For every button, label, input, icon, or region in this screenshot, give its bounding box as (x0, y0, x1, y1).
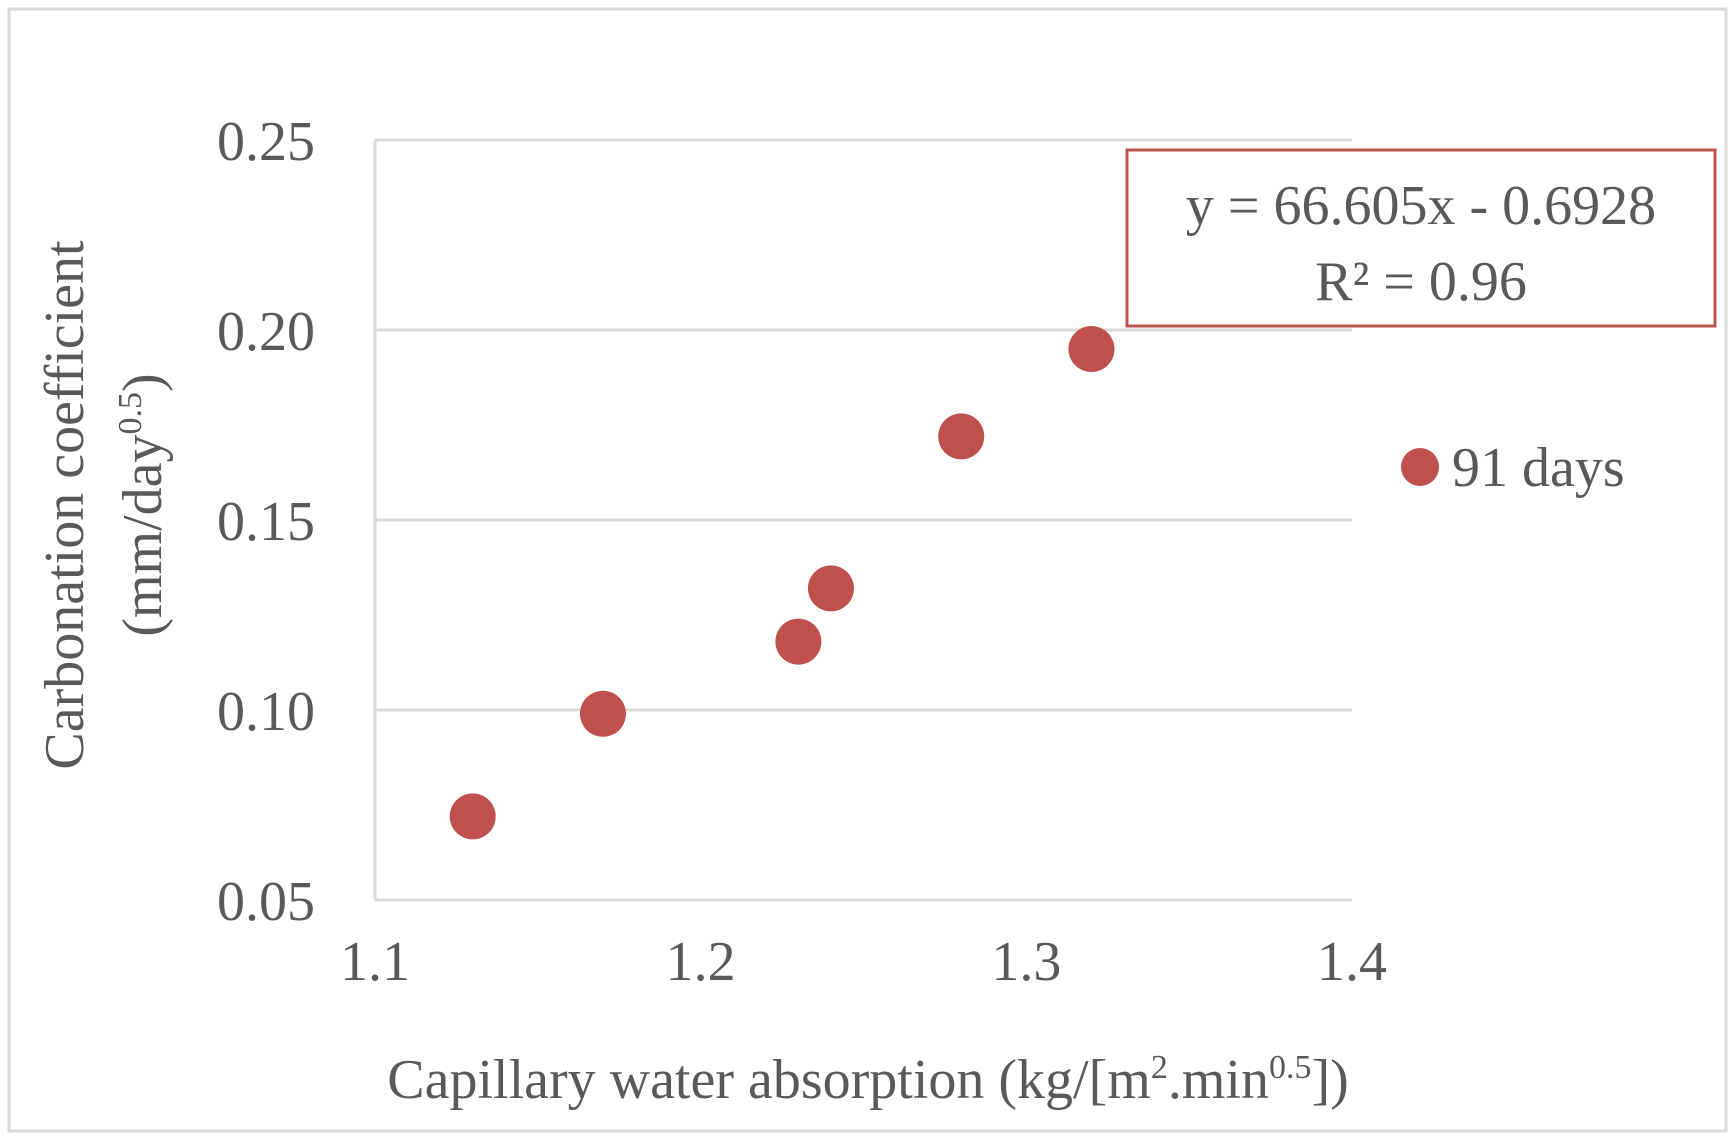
y-axis-title-line1: Carbonation coefficient (34, 240, 96, 770)
y-tick-label: 0.15 (217, 491, 315, 553)
y-tick-label: 0.20 (217, 301, 315, 363)
x-tick-labels: 1.1 1.2 1.3 1.4 (340, 931, 1387, 993)
x-tick-label: 1.1 (340, 931, 410, 993)
data-point (807, 565, 854, 612)
y-axis-title-line2-superscript: 0.5 (112, 392, 149, 435)
y-axis-title-line2-end: ) (112, 373, 174, 392)
x-tick-label: 1.4 (1317, 931, 1387, 993)
trendline-label-box: y = 66.605x - 0.6928 R² = 0.96 (1125, 148, 1717, 328)
x-axis-title: Capillary water absorption (kg/[m2.min0.… (387, 1049, 1349, 1111)
trendline-r-squared: R² = 0.96 (1315, 251, 1527, 313)
x-axis-title-superscript-2: 0.5 (1269, 1049, 1312, 1086)
svg-text:(mm/day0.5): (mm/day0.5) (112, 373, 174, 636)
data-points (449, 326, 1115, 840)
data-point (1068, 326, 1115, 372)
x-tick-label: 1.2 (666, 931, 736, 993)
data-point (938, 413, 985, 460)
legend-marker (1401, 448, 1439, 486)
y-tick-label: 0.10 (217, 681, 315, 743)
x-axis-title-end: ]) (1311, 1049, 1348, 1111)
y-axis-title-line2-main: (mm/day (112, 434, 174, 636)
legend: 91 days (1401, 437, 1625, 499)
data-point (579, 690, 626, 737)
equation-box-border (1125, 148, 1717, 328)
x-axis-title-superscript-1: 2 (1151, 1049, 1168, 1086)
x-tick-label: 1.3 (991, 931, 1061, 993)
svg-text:Carbonation coefficient: Carbonation coefficient (34, 240, 96, 770)
y-axis-title: Carbonation coefficient (mm/day0.5) (34, 240, 174, 770)
y-tick-label: 0.25 (217, 111, 315, 173)
data-point (449, 793, 496, 840)
trendline-equation: y = 66.605x - 0.6928 (1186, 175, 1656, 237)
x-axis-title-mid: .min (1168, 1049, 1269, 1111)
data-point (775, 618, 822, 665)
x-axis-title-main: Capillary water absorption (kg/[m (387, 1049, 1151, 1111)
y-tick-label: 0.05 (217, 871, 315, 933)
grid-lines (375, 138, 1352, 712)
legend-label: 91 days (1452, 437, 1625, 499)
y-tick-labels: 0.05 0.10 0.15 0.20 0.25 (217, 111, 315, 933)
axes (373, 140, 1352, 902)
